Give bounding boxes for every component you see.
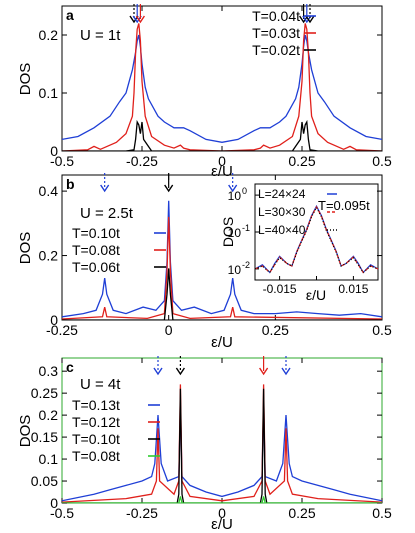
y-tick-label: 0.3 xyxy=(39,363,59,379)
inset-annotation: T=0.095t xyxy=(318,198,370,213)
inset-legend-label: L=30×30 xyxy=(258,205,306,219)
inset-y-tick-label: 10 xyxy=(228,189,242,203)
peak-arrow-head xyxy=(164,184,174,193)
peak-arrow-head xyxy=(135,15,145,24)
legend-label: T=0.12t xyxy=(72,414,120,430)
panel-c: c U = 4t DOS ε/U -0.5 -0.25 0 0.25 0.5 0 0.05 0… xyxy=(17,356,392,533)
series-line xyxy=(62,200,382,318)
x-tick-label: -0.25 xyxy=(46,322,78,338)
legend-label: T=0.06t xyxy=(72,259,120,275)
legend-label: T=0.13t xyxy=(72,397,120,413)
y-tick-label: 0.15 xyxy=(31,429,58,445)
inset-series-line xyxy=(255,206,378,274)
panel-b: b U = 2.5t DOS ε/U DOS ε/U T=0.095t -0.0… xyxy=(17,173,392,351)
x-tick-label: 0.25 xyxy=(262,322,289,338)
y-tick-label: 0 xyxy=(50,143,58,159)
x-tick-label: 0 xyxy=(218,153,226,169)
series-line xyxy=(62,34,382,143)
panel-label: a xyxy=(66,7,74,23)
inset-legend-label: L=24×24 xyxy=(258,187,306,201)
peak-arrow-head xyxy=(100,184,110,193)
peak-arrow-head xyxy=(259,367,269,376)
inset-y-tick-exponent: 0 xyxy=(242,186,247,196)
x-tick-label: -0.25 xyxy=(126,153,158,169)
inset-x-tick-label: 0.015 xyxy=(338,282,368,296)
inset-series-group xyxy=(255,204,378,274)
x-tick-label: 0.5 xyxy=(372,322,392,338)
x-tick-label: 0 xyxy=(165,322,173,338)
param-text: U = 1t xyxy=(80,27,121,44)
y-tick-label: 0.2 xyxy=(39,407,59,423)
peak-arrow-head xyxy=(305,15,315,24)
y-tick-label: 0.1 xyxy=(39,451,59,467)
inset-y-axis-label: DOS xyxy=(220,217,236,247)
series-line xyxy=(62,268,382,320)
legend-label: T=0.10t xyxy=(72,431,120,447)
x-axis-label: ε/U xyxy=(211,516,233,533)
y-tick-label: 0 xyxy=(50,312,58,328)
peak-arrow-head xyxy=(175,367,185,376)
inset-legend-label: L=40×40 xyxy=(258,223,306,237)
inset-frame xyxy=(254,183,379,281)
legend-label: T=0.03t xyxy=(252,25,300,41)
series-line xyxy=(62,388,382,503)
panel-label: b xyxy=(66,176,75,192)
legend-label: T=0.08t xyxy=(72,242,120,258)
inset-y-tick-label: 10 xyxy=(228,226,242,240)
x-tick-label: -0.5 xyxy=(50,505,74,521)
inset-x-tick-label: -0.015 xyxy=(263,282,297,296)
panel-label: c xyxy=(66,359,74,375)
peak-arrow-head xyxy=(281,367,291,376)
y-axis-label: DOS xyxy=(17,415,34,448)
x-tick-label: 0 xyxy=(218,505,226,521)
inset-y-tick-exponent: -1 xyxy=(242,223,250,233)
y-tick-label: 0 xyxy=(50,495,58,511)
inset-y-tick-label: 10 xyxy=(228,263,242,277)
x-tick-label: -0.25 xyxy=(126,505,158,521)
x-tick-label: 0.5 xyxy=(372,505,392,521)
series-line xyxy=(62,119,382,151)
series-group xyxy=(62,384,382,503)
series-group xyxy=(62,23,382,151)
inset-x-axis-label: ε/U xyxy=(306,287,326,303)
param-text: U = 4t xyxy=(80,376,121,393)
legend-label: T=0.02t xyxy=(252,42,300,58)
x-tick-label: 0.5 xyxy=(372,153,392,169)
y-tick-label: 0.05 xyxy=(31,473,58,489)
series-line xyxy=(62,384,382,503)
y-tick-label: 0.2 xyxy=(39,27,59,43)
series-line xyxy=(62,406,382,502)
legend-label: T=0.10t xyxy=(72,225,120,241)
legend-label: T=0.08t xyxy=(72,448,120,464)
series-line xyxy=(62,496,382,503)
peak-arrow-head xyxy=(153,367,163,376)
y-tick-label: 0.25 xyxy=(31,385,58,401)
series-group xyxy=(62,200,382,320)
peak-arrow-head xyxy=(228,184,238,193)
y-axis-label: DOS xyxy=(17,232,34,265)
x-axis-label: ε/U xyxy=(211,163,233,180)
legend-label: T=0.04t xyxy=(252,8,300,24)
y-axis-label: DOS xyxy=(17,63,34,96)
param-text: U = 2.5t xyxy=(80,205,134,222)
y-tick-label: 0.2 xyxy=(39,248,59,264)
x-axis-label: ε/U xyxy=(211,334,233,351)
y-tick-label: 0.4 xyxy=(39,183,59,199)
x-tick-label: -0.5 xyxy=(50,153,74,169)
series-line xyxy=(62,216,382,320)
panel-a: a U = 1t DOS ε/U -0.5 -0.25 0 0.25 0.5 0 0.1 0.… xyxy=(17,4,392,180)
inset-y-tick-exponent: -2 xyxy=(242,260,250,270)
series-line xyxy=(62,23,382,151)
x-tick-label: 0.25 xyxy=(288,505,315,521)
y-tick-label: 0.1 xyxy=(39,85,59,101)
x-tick-label: 0.25 xyxy=(288,153,315,169)
